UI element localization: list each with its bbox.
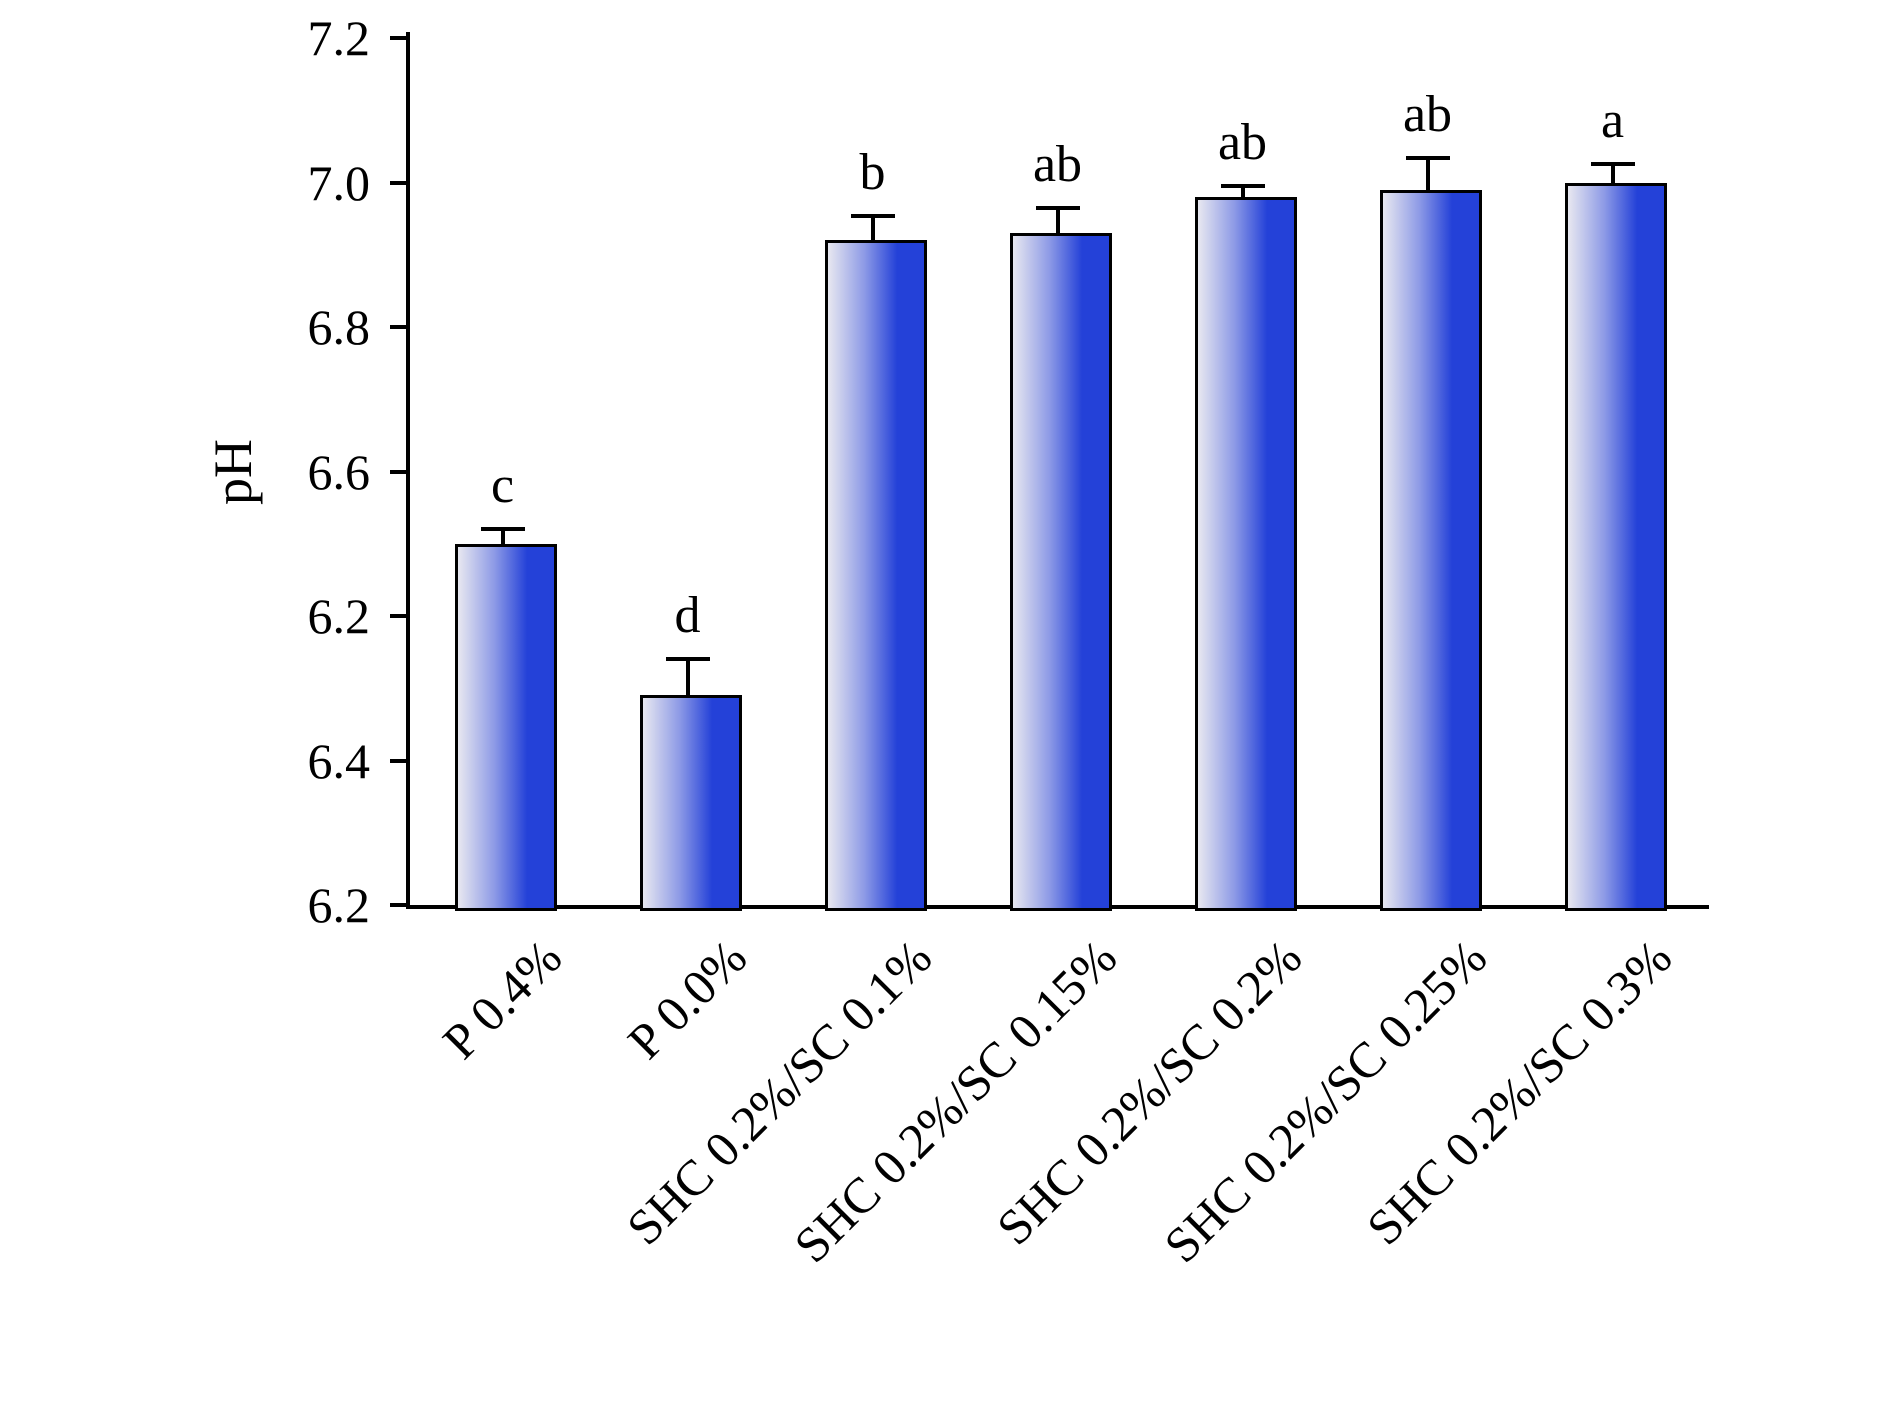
significance-letter: ab	[1217, 114, 1268, 172]
x-category-label: P 0.4%	[431, 929, 573, 1070]
y-tick-label: 6.2	[307, 588, 371, 644]
significance-letter: ab	[1402, 85, 1453, 143]
y-axis-line	[406, 32, 410, 909]
error-bar-cap	[1405, 155, 1450, 160]
y-tick-label: 7.0	[307, 154, 371, 211]
bar-3	[824, 240, 927, 911]
error-bar-line	[1055, 207, 1060, 234]
significance-letter: ab	[1032, 135, 1083, 193]
significance-letter: a	[1600, 92, 1625, 150]
error-bar-line	[1610, 164, 1615, 183]
x-category-label: SHC 0.2%/SC 0.25%	[1153, 929, 1498, 1274]
bar-5	[1194, 196, 1297, 911]
x-category-label: SHC 0.2%/SC 0.1%	[615, 929, 943, 1256]
y-tick-label: 6.8	[307, 299, 371, 355]
y-tick-label: 6.2	[307, 877, 371, 933]
y-tick-mark	[390, 469, 406, 474]
significance-letter: c	[490, 457, 515, 515]
significance-letter: d	[674, 587, 701, 645]
error-bar-line	[500, 529, 505, 544]
error-bar-line	[685, 659, 690, 696]
error-bar-line	[1425, 157, 1430, 190]
x-category-label: SHC 0.2%/SC 0.2%	[985, 929, 1313, 1256]
significance-letter: b	[859, 144, 886, 202]
bar-4	[1009, 233, 1112, 911]
x-category-label: P 0.0%	[616, 929, 758, 1070]
y-tick-mark	[390, 614, 406, 618]
x-category-label: SHC 0.2%/SC 0.3%	[1355, 929, 1683, 1256]
error-bar-cap	[665, 657, 710, 662]
plot-area: 7.2 7.0 6.8 6.6 6.2 6.4 6.2 c d b ab ab ab a P 0.4% P…	[308, 10, 1709, 1273]
bar-2	[639, 695, 742, 911]
x-category-label: SHC 0.2%/SC 0.15%	[783, 929, 1128, 1274]
error-bar-line	[1240, 186, 1245, 197]
y-tick-mark	[390, 758, 406, 763]
error-bar-cap	[1590, 162, 1635, 167]
bar-1	[454, 543, 557, 911]
y-tick-label: 6.6	[307, 443, 371, 500]
error-bar-cap	[850, 214, 895, 219]
error-bar-line	[870, 216, 875, 241]
error-bar-cap	[1220, 184, 1265, 189]
y-tick-mark	[390, 180, 406, 185]
y-tick-mark	[390, 325, 406, 329]
error-bar-cap	[1035, 205, 1080, 210]
y-tick-mark	[390, 903, 406, 907]
bar-6	[1379, 189, 1482, 911]
bar-7	[1564, 182, 1667, 911]
y-tick-mark	[390, 36, 406, 40]
error-bar-cap	[480, 527, 525, 532]
y-tick-label: 6.4	[307, 732, 371, 789]
y-tick-label: 7.2	[307, 10, 371, 66]
